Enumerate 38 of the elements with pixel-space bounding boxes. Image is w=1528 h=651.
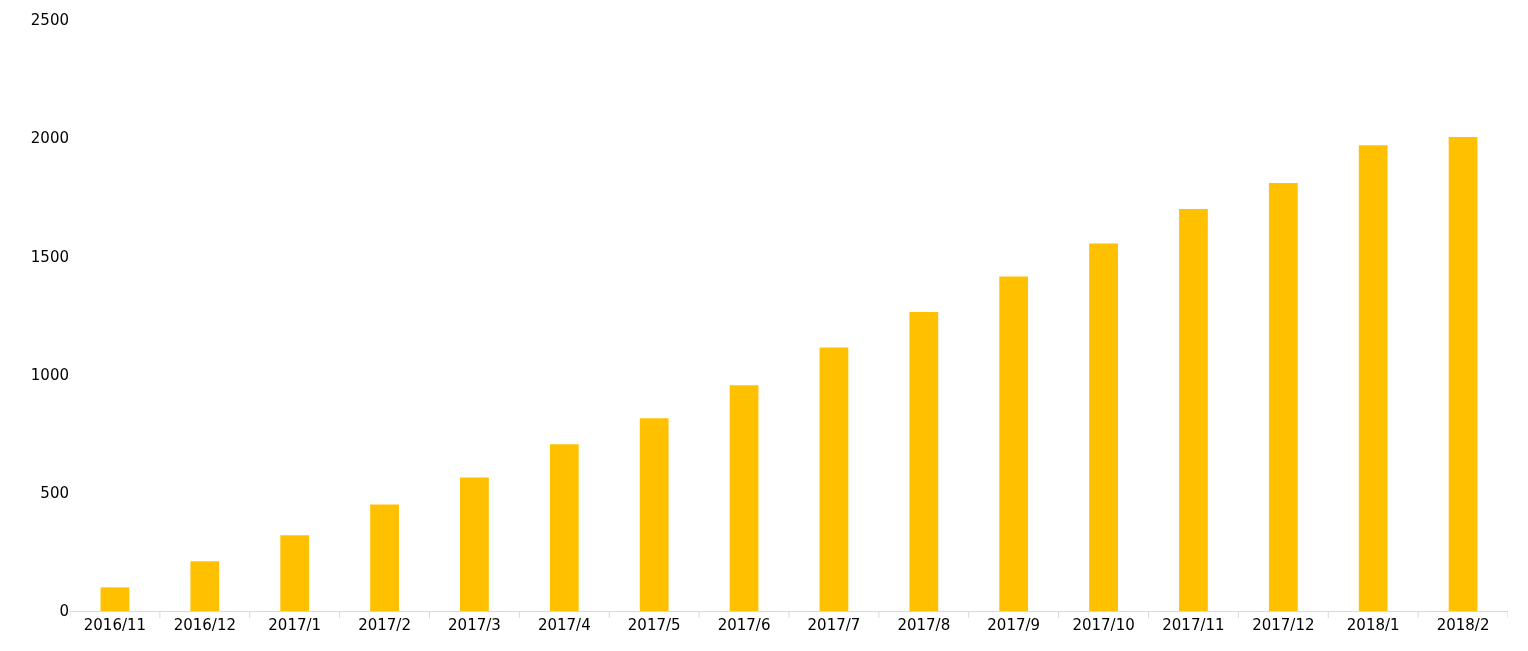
bar [460,477,489,611]
x-tick-label: 2017/12 [1252,616,1315,634]
y-tick-label: 500 [40,484,69,503]
bar [999,276,1029,611]
x-tick-label: 2017/3 [448,616,501,634]
x-tick-label: 2017/8 [897,616,951,634]
x-tick-label: 2018/1 [1346,616,1400,634]
bar [1179,209,1208,611]
y-tick-label: 2500 [30,11,69,30]
x-tick-label: 2017/5 [627,616,681,634]
y-tick-label: 1500 [30,247,69,266]
x-tick-label: 2017/7 [807,616,861,634]
x-tick-label: 2017/9 [987,616,1041,634]
x-tick-label: 2017/10 [1072,616,1135,634]
bar [819,347,849,611]
bar [280,535,310,611]
bar [1358,145,1388,611]
x-tick-label: 2017/1 [268,616,322,634]
bar [729,385,759,611]
bar [549,444,579,611]
x-tick-label: 2017/2 [358,616,411,634]
x-tick-label: 2017/4 [537,616,591,634]
bar [100,587,130,611]
x-tick-label: 2016/11 [83,616,147,634]
bar [1089,243,1118,611]
x-tick-label: 2017/6 [717,616,771,634]
bar [1268,183,1298,611]
bar [1448,137,1478,611]
bar [639,418,669,611]
x-tick-label: 2017/11 [1162,616,1225,634]
y-tick-label: 2000 [30,129,69,148]
bar [190,561,220,611]
x-tick-label: 2016/12 [173,616,236,634]
x-tick-label: 2018/2 [1436,616,1490,634]
y-tick-label: 1000 [30,365,69,384]
y-tick-label: 0 [59,602,69,621]
bar [909,311,939,611]
bar [370,504,399,611]
